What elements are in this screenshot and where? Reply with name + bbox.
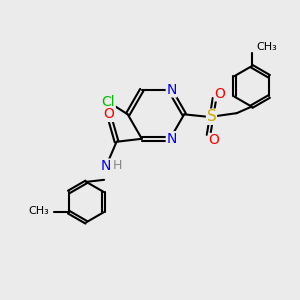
Text: CH₃: CH₃ <box>29 206 50 216</box>
Text: O: O <box>214 87 225 101</box>
Text: H: H <box>112 159 122 172</box>
Text: S: S <box>207 109 216 124</box>
Text: N: N <box>167 132 177 146</box>
Text: N: N <box>101 159 111 173</box>
Text: N: N <box>167 83 177 97</box>
Text: O: O <box>208 134 219 148</box>
Text: Cl: Cl <box>102 95 115 110</box>
Text: CH₃: CH₃ <box>256 42 277 52</box>
Text: O: O <box>104 107 115 122</box>
